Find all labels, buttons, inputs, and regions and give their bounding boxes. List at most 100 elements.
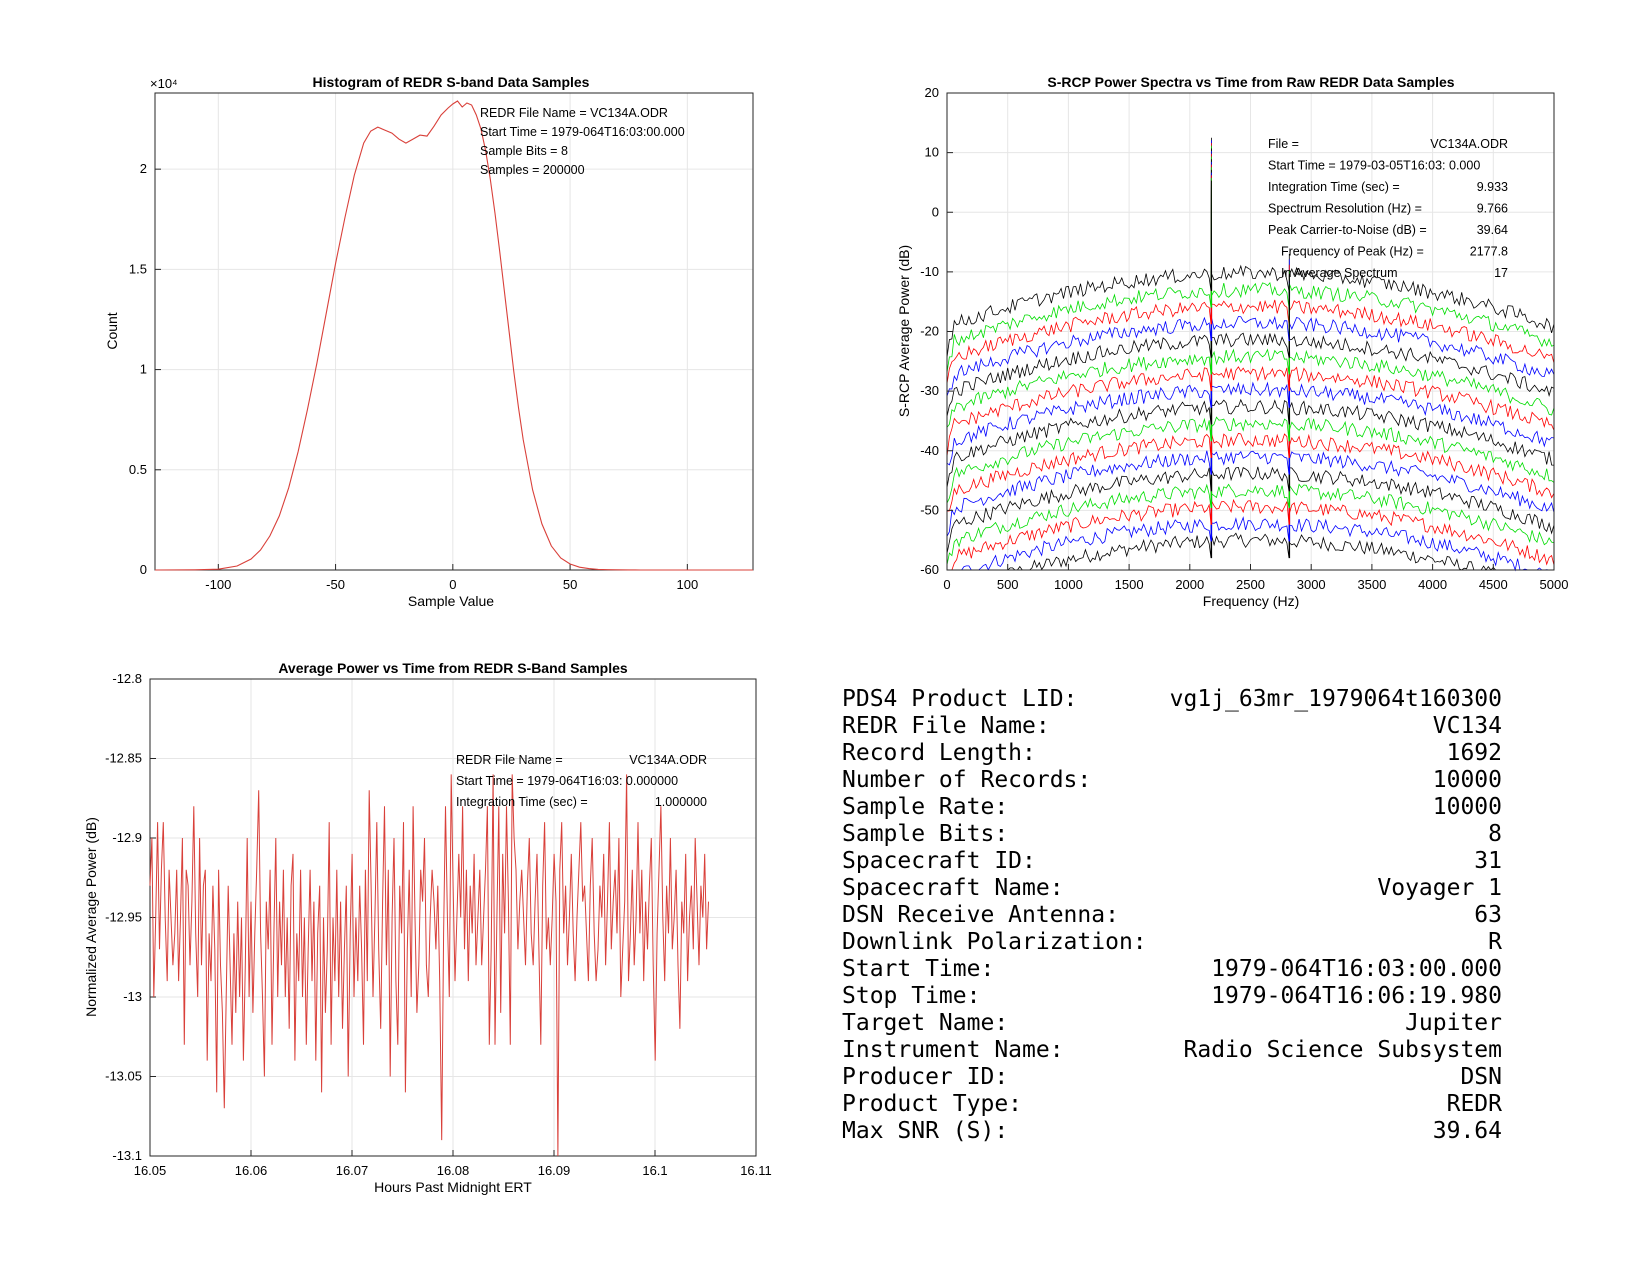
histogram-annotation: Samples = 200000 xyxy=(480,163,585,177)
histogram-xtick-label: -50 xyxy=(326,577,345,592)
histogram-xtick-label: -100 xyxy=(205,577,231,592)
histogram-exponent-label: ×10⁴ xyxy=(150,76,178,91)
avgpower-xtick-label: 16.1 xyxy=(642,1163,667,1178)
info-row: Producer ID: DSN xyxy=(842,1064,1502,1091)
info-label: Instrument Name: xyxy=(842,1037,1064,1063)
spectra-series-line xyxy=(946,151,1555,537)
avgpower-ytick-label: -12.95 xyxy=(105,910,142,925)
spectra-series-line xyxy=(946,172,1555,397)
avgpower-xtick-label: 16.09 xyxy=(538,1163,571,1178)
spectra-annotation-value: VC134A.ODR xyxy=(1430,137,1508,151)
info-label: Spacecraft ID: xyxy=(842,848,1036,874)
info-label: Sample Rate: xyxy=(842,794,1009,820)
histogram-xtick-label: 100 xyxy=(676,577,698,592)
avgpower-xtick-label: 16.05 xyxy=(134,1163,167,1178)
info-value: 8 xyxy=(1488,821,1502,847)
spectra-annotation-value: 17 xyxy=(1494,266,1508,280)
histogram-annotation: REDR File Name = VC134A.ODR xyxy=(480,106,668,120)
spectra-annotation-label: File = xyxy=(1268,137,1299,151)
info-value: vg1j_63mr_1979064t160300 xyxy=(1169,686,1502,712)
spectra-series-line xyxy=(946,177,1555,373)
histogram-xlabel: Sample Value xyxy=(408,593,494,609)
spectra-xtick-label: 500 xyxy=(997,577,1019,592)
spectra-xtick-label: 3000 xyxy=(1297,577,1326,592)
product-info-table: PDS4 Product LID: vg1j_63mr_1979064t16030… xyxy=(842,686,1502,1145)
spectra-series-line xyxy=(946,161,1555,466)
info-label: PDS4 Product LID: xyxy=(842,686,1078,712)
info-label: REDR File Name: xyxy=(842,713,1050,739)
info-label: Stop Time: xyxy=(842,983,981,1009)
spectra-ytick-label: -40 xyxy=(920,443,939,458)
avgpower-line xyxy=(149,774,709,1157)
spectra-series-line xyxy=(947,137,1554,571)
info-value: 39.64 xyxy=(1432,1118,1502,1144)
spectra-ytick-label: 20 xyxy=(925,85,939,100)
histogram-ytick-label: 0 xyxy=(140,562,147,577)
info-value: Radio Science Subsystem xyxy=(1183,1037,1503,1063)
info-value: 1979-064T16:03:00.000 xyxy=(1211,956,1502,982)
info-row: PDS4 Product LID: vg1j_63mr_1979064t16030… xyxy=(842,686,1502,713)
info-row: Instrument Name: Radio Science Subsystem xyxy=(842,1037,1502,1064)
spectra-annotation-label: Peak Carrier-to-Noise (dB) = xyxy=(1268,223,1427,237)
histogram-title: Histogram of REDR S-band Data Samples xyxy=(313,74,590,90)
spectra-series-line xyxy=(946,164,1555,457)
histogram-annotation: Start Time = 1979-064T16:03:00.000 xyxy=(480,125,685,139)
avgpower-ytick-label: -12.85 xyxy=(105,751,142,766)
avgpower-ytick-label: -13 xyxy=(123,989,142,1004)
spectra-annotation-value: 39.64 xyxy=(1477,223,1508,237)
spectra-title: S-RCP Power Spectra vs Time from Raw RED… xyxy=(1047,74,1454,90)
info-label: Spacecraft Name: xyxy=(842,875,1064,901)
info-label: DSN Receive Antenna: xyxy=(842,902,1119,928)
spectra-annotation-label: In Average Spectrum xyxy=(1281,266,1398,280)
avgpower-title: Average Power vs Time from REDR S-Band S… xyxy=(278,660,628,676)
info-row: REDR File Name: VC134 xyxy=(842,713,1502,740)
spectra-xtick-label: 5000 xyxy=(1540,577,1569,592)
info-label: Producer ID: xyxy=(842,1064,1009,1090)
avgpower-annotation-label: REDR File Name = xyxy=(456,753,563,767)
spectra-xtick-label: 2000 xyxy=(1175,577,1204,592)
spectra-series-line xyxy=(946,156,1555,504)
spectra-panel: S-RCP Power Spectra vs Time from Raw RED… xyxy=(896,74,1568,609)
spectra-annotation-label: Frequency of Peak (Hz) = xyxy=(1281,245,1424,259)
avgpower-xtick-label: 16.06 xyxy=(235,1163,268,1178)
histogram-ytick-label: 1.5 xyxy=(129,261,147,276)
spectra-ylabel: S-RCP Average Power (dB) xyxy=(896,245,912,417)
avgpower-annotation-label: Integration Time (sec) = xyxy=(456,795,588,809)
info-row: Product Type: REDR xyxy=(842,1091,1502,1118)
spectra-xlabel: Frequency (Hz) xyxy=(1203,593,1299,609)
info-value: VC134 xyxy=(1432,713,1502,739)
spectra-series-line xyxy=(946,167,1555,428)
histogram-axes-box xyxy=(154,92,754,571)
avgpower-xtick-label: 16.11 xyxy=(740,1163,772,1178)
avgpower-xtick-label: 16.07 xyxy=(336,1163,369,1178)
spectra-series-line xyxy=(946,175,1555,384)
spectra-series-line xyxy=(946,159,1555,488)
spectra-annotation-label: Spectrum Resolution (Hz) = xyxy=(1268,202,1422,216)
info-label: Start Time: xyxy=(842,956,995,982)
spectra-series-line xyxy=(946,148,1555,554)
histogram-ytick-label: 0.5 xyxy=(129,462,147,477)
spectra-series-line xyxy=(946,169,1555,417)
info-label: Product Type: xyxy=(842,1091,1023,1117)
avgpower-xlabel: Hours Past Midnight ERT xyxy=(374,1179,532,1195)
info-value: 10000 xyxy=(1432,767,1502,793)
info-row: Spacecraft ID: 31 xyxy=(842,848,1502,875)
histogram-ytick-label: 2 xyxy=(140,161,147,176)
info-value: 10000 xyxy=(1432,794,1502,820)
spectra-ytick-label: -30 xyxy=(920,383,939,398)
avgpower-ylabel: Normalized Average Power (dB) xyxy=(83,817,99,1017)
info-row: Spacecraft Name: Voyager 1 xyxy=(842,875,1502,902)
spectra-ytick-label: 10 xyxy=(925,145,939,160)
spectra-ytick-label: 0 xyxy=(932,204,939,219)
histogram-xtick-label: 50 xyxy=(563,577,577,592)
info-label: Sample Bits: xyxy=(842,821,1009,847)
spectra-annotation-label: Integration Time (sec) = xyxy=(1268,180,1400,194)
spectra-xtick-label: 2500 xyxy=(1236,577,1265,592)
info-label: Max SNR (S): xyxy=(842,1118,1009,1144)
histogram-annotation: Sample Bits = 8 xyxy=(480,144,568,158)
avgpower-panel: Average Power vs Time from REDR S-Band S… xyxy=(83,660,772,1195)
spectra-ytick-label: -20 xyxy=(920,324,939,339)
info-row: Max SNR (S): 39.64 xyxy=(842,1118,1502,1145)
info-value: REDR xyxy=(1446,1091,1502,1117)
info-label: Downlink Polarization: xyxy=(842,929,1147,955)
